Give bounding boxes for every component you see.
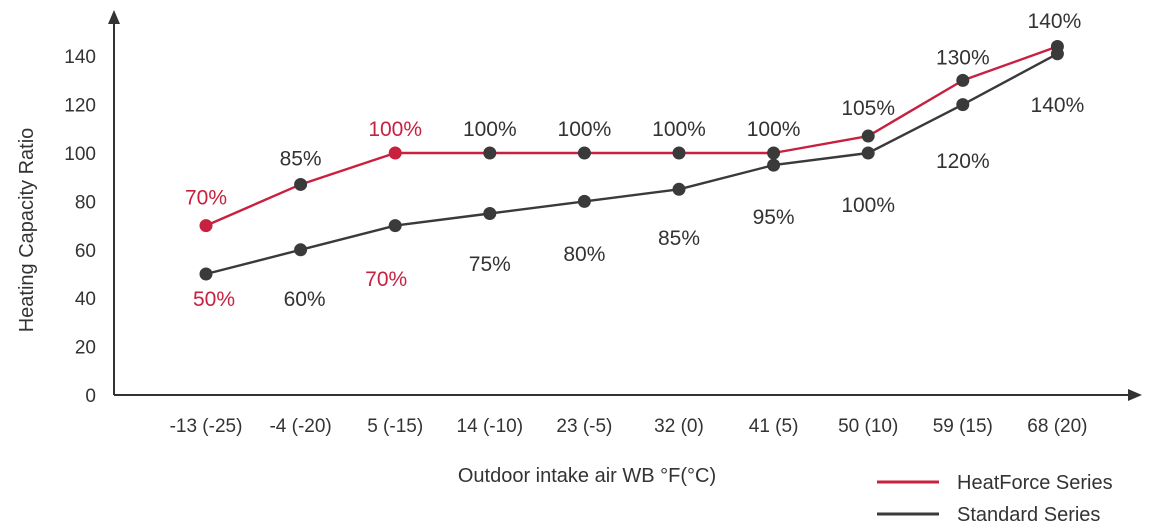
standard-data-label: 100%: [841, 194, 895, 217]
standard-data-point: [388, 219, 402, 233]
series-points: [199, 40, 1064, 281]
heatforce-data-label: 85%: [280, 147, 322, 170]
standard-data-point: [861, 146, 875, 160]
standard-data-label: 75%: [469, 253, 511, 276]
heatforce-data-label: 100%: [558, 118, 612, 141]
heatforce-data-label: 70%: [185, 187, 227, 210]
chart-axes: [108, 10, 1142, 401]
heatforce-data-point: [956, 73, 970, 87]
series-lines: [205, 45, 1058, 276]
standard-data-point: [672, 182, 686, 196]
heatforce-data-point: [767, 146, 781, 160]
heatforce-data-label: 105%: [841, 97, 895, 120]
standard-data-point: [956, 98, 970, 112]
x-tick-label: 68 (20): [1027, 416, 1087, 437]
x-tick-label: 50 (10): [838, 416, 898, 437]
y-tick-label: 0: [85, 386, 96, 407]
standard-data-point: [294, 243, 308, 257]
heatforce-data-label: 100%: [747, 118, 801, 141]
heatforce-data-point: [199, 219, 213, 233]
heatforce-data-point: [388, 146, 402, 160]
heatforce-data-label: 100%: [463, 118, 517, 141]
standard-data-label: 85%: [658, 227, 700, 250]
x-tick-label: 59 (15): [933, 416, 993, 437]
y-tick-label: 80: [75, 192, 96, 213]
heatforce-data-point: [577, 146, 591, 160]
y-tick-labels: 0 20 40 60 80 100 120 140: [64, 47, 96, 407]
standard-data-point: [483, 207, 497, 220]
standard-data-label: 70%: [365, 268, 407, 291]
legend-label-heatforce: HeatForce Series: [957, 472, 1113, 494]
x-tick-label: 5 (-15): [367, 416, 423, 437]
x-tick-label: 32 (0): [654, 416, 704, 437]
heatforce-data-label: 100%: [368, 118, 422, 141]
y-axis-title: Heating Capacity Ratio: [16, 128, 38, 333]
standard-data-label: 50%: [193, 288, 235, 311]
x-axis-title: Outdoor intake air WB °F(°C): [458, 465, 716, 487]
heatforce-data-label: 100%: [652, 118, 706, 141]
heatforce-data-point: [672, 146, 686, 160]
heatforce-series-line: [205, 45, 1058, 227]
y-tick-label: 100: [64, 144, 96, 165]
standard-data-label: 95%: [753, 206, 795, 229]
standard-data-point: [199, 267, 213, 281]
standard-data-label: 80%: [563, 243, 605, 266]
data-labels: 70% 85% 100% 100% 100% 100% 100% 105% 130% 140% 50…: [185, 10, 1084, 311]
standard-data-label: 60%: [284, 288, 326, 311]
heatforce-data-point: [483, 146, 497, 160]
standard-data-point: [577, 194, 591, 208]
y-axis-arrow-icon: [108, 10, 120, 24]
standard-data-label: 140%: [1031, 94, 1085, 117]
heatforce-data-label: 140%: [1028, 10, 1082, 33]
heatforce-data-label: 130%: [936, 46, 990, 69]
x-tick-label: 41 (5): [749, 416, 799, 437]
y-tick-label: 40: [75, 289, 96, 310]
standard-data-label: 120%: [936, 150, 990, 173]
x-tick-label: -4 (-20): [269, 416, 331, 437]
heatforce-data-point: [294, 177, 308, 191]
x-axis-arrow-icon: [1128, 389, 1142, 401]
standard-data-point: [767, 158, 781, 172]
legend: HeatForce Series Standard Series: [877, 472, 1113, 526]
x-tick-labels: -13 (-25) -4 (-20) 5 (-15) 14 (-10) 23 (-5) 3…: [170, 416, 1088, 437]
standard-series-line: [205, 52, 1058, 276]
heatforce-data-point: [861, 129, 875, 143]
y-tick-label: 120: [64, 96, 96, 117]
legend-label-standard: Standard Series: [957, 504, 1100, 526]
y-tick-label: 60: [75, 241, 96, 262]
heatforce-data-point: [1050, 40, 1064, 54]
x-tick-label: -13 (-25): [170, 416, 243, 437]
x-tick-label: 14 (-10): [457, 416, 524, 437]
y-tick-label: 20: [75, 338, 96, 359]
y-tick-label: 140: [64, 47, 96, 68]
x-tick-label: 23 (-5): [556, 416, 612, 437]
